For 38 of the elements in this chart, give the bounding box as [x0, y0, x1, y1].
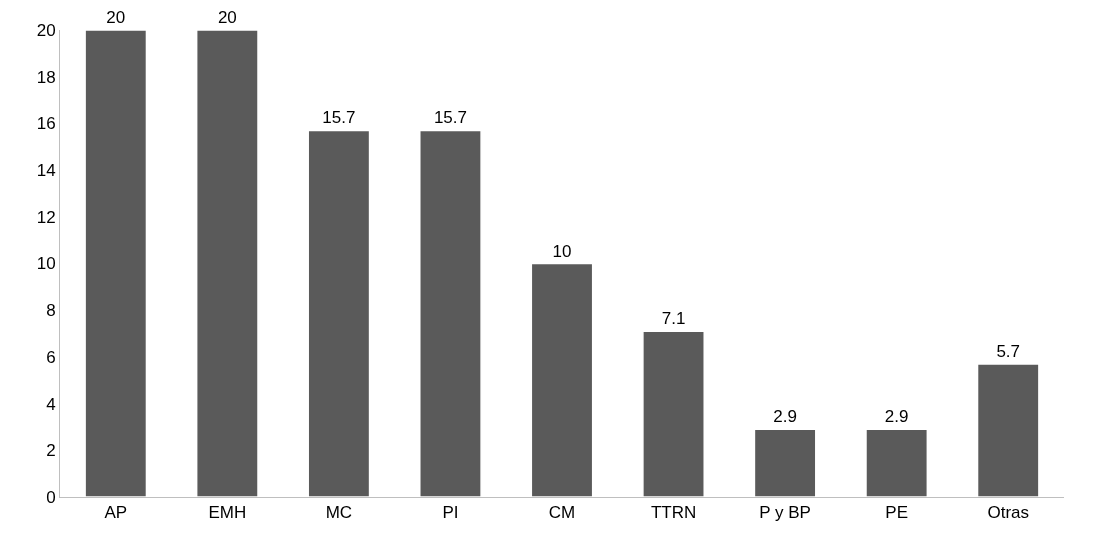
- data-label: 20: [217, 8, 237, 27]
- y-tick-label: 4: [46, 394, 56, 414]
- y-tick-label: 12: [36, 207, 56, 227]
- y-tick-label: 2: [46, 441, 56, 461]
- x-tick-label: CM: [548, 503, 576, 523]
- y-tick-label: 18: [36, 67, 56, 87]
- data-label: 2.9: [884, 407, 909, 427]
- bar: [195, 30, 259, 497]
- y-tick-label: 14: [36, 161, 56, 181]
- x-tick-label: TTRN: [650, 503, 697, 523]
- data-label: 2.9: [773, 407, 797, 427]
- data-label: 5.7: [996, 341, 1021, 361]
- y-tick-label: 16: [36, 114, 56, 134]
- bar: [642, 330, 705, 497]
- data-label: 10: [552, 241, 572, 261]
- y-tick-label: 6: [46, 347, 56, 367]
- bar: [84, 30, 148, 497]
- x-tick-label: MC: [325, 503, 353, 523]
- y-tick-label: 8: [46, 301, 56, 321]
- bar: [753, 428, 817, 497]
- bar: [307, 129, 371, 497]
- data-label: 15.7: [322, 108, 356, 128]
- x-tick-label: PE: [885, 503, 909, 523]
- data-label: 15.7: [433, 108, 467, 128]
- y-tick-label: 20: [36, 20, 56, 40]
- x-tick-label: PI: [442, 503, 459, 523]
- bar: [865, 428, 929, 497]
- y-tick-label: 0: [46, 487, 56, 507]
- y-tick-label: 10: [36, 254, 56, 274]
- bar: [976, 363, 1040, 497]
- x-tick-label: P y BP: [759, 503, 811, 523]
- bar: [419, 129, 482, 497]
- x-tick-label: AP: [104, 503, 128, 523]
- bar: [530, 262, 594, 497]
- x-tick-label: Otras: [987, 503, 1029, 523]
- x-tick-label: EMH: [208, 503, 247, 523]
- data-label: 7.1: [661, 309, 686, 329]
- data-label: 20: [106, 8, 126, 27]
